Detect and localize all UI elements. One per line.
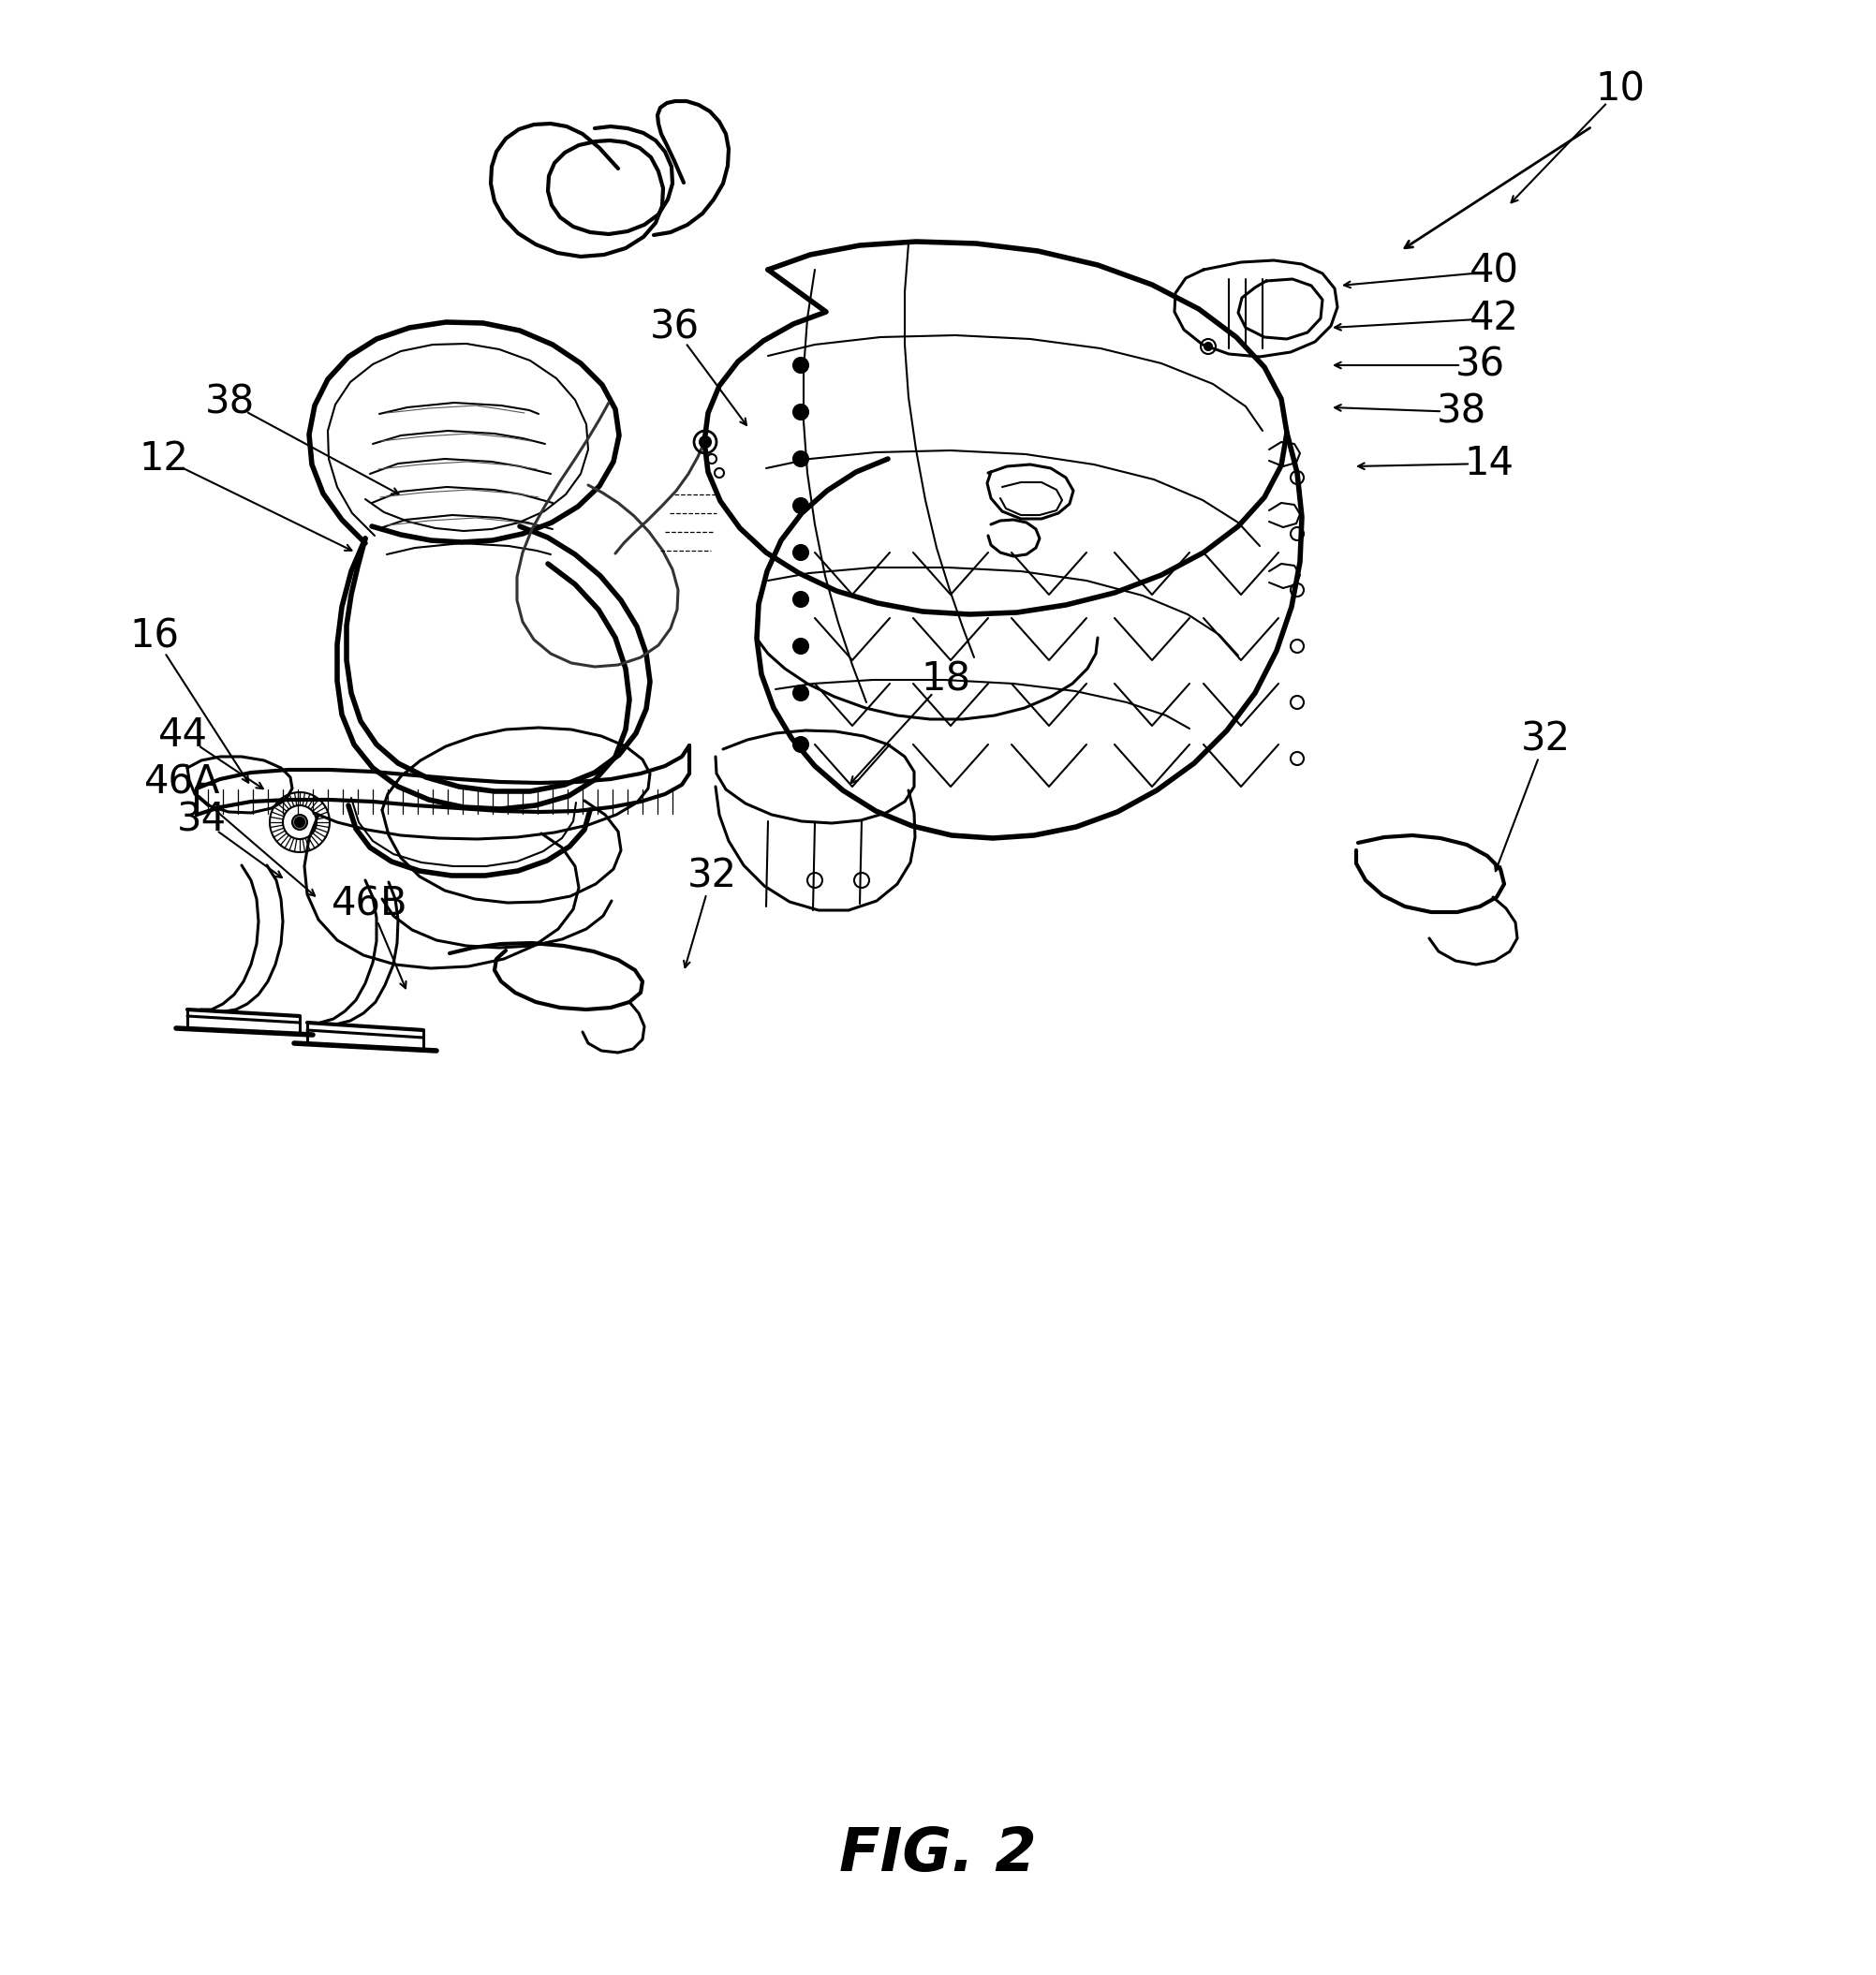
Circle shape [794, 357, 809, 373]
Circle shape [295, 818, 304, 828]
Circle shape [794, 405, 809, 419]
Circle shape [794, 638, 809, 654]
Circle shape [794, 685, 809, 701]
Text: FIG. 2: FIG. 2 [839, 1825, 1036, 1884]
Text: 46A: 46A [144, 762, 221, 802]
Text: 18: 18 [921, 660, 972, 699]
Text: 38: 38 [1437, 393, 1486, 433]
Text: 14: 14 [1465, 444, 1514, 484]
Text: 16: 16 [129, 616, 180, 656]
Circle shape [293, 816, 308, 830]
Text: 36: 36 [1456, 346, 1505, 385]
Text: 38: 38 [204, 383, 255, 423]
Circle shape [794, 737, 809, 752]
Text: 12: 12 [139, 438, 189, 478]
Circle shape [794, 498, 809, 513]
Circle shape [1204, 344, 1212, 350]
Text: 44: 44 [158, 715, 208, 754]
Text: 42: 42 [1469, 298, 1520, 338]
Text: 10: 10 [1595, 69, 1645, 109]
Circle shape [794, 592, 809, 606]
Text: 32: 32 [1521, 721, 1570, 760]
Circle shape [794, 545, 809, 561]
Text: 36: 36 [649, 308, 700, 348]
Circle shape [700, 436, 711, 448]
Text: 34: 34 [176, 800, 227, 839]
Text: 46B: 46B [332, 885, 409, 924]
Text: 40: 40 [1469, 253, 1520, 290]
Text: 32: 32 [687, 855, 737, 895]
Circle shape [794, 452, 809, 466]
